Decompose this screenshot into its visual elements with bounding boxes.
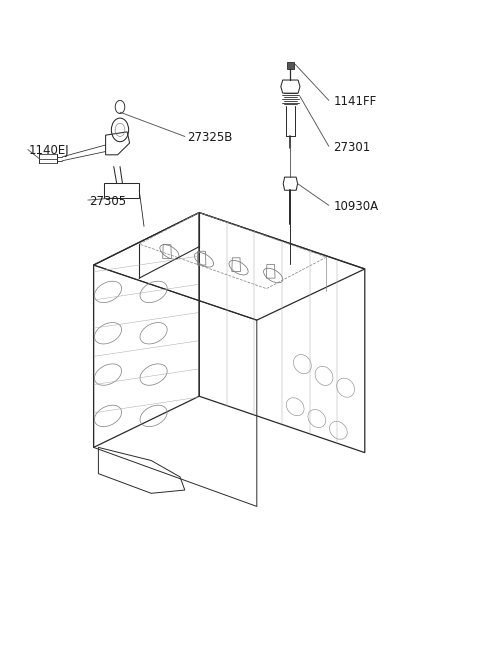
Text: 1141FF: 1141FF bbox=[334, 95, 377, 108]
Text: 27301: 27301 bbox=[334, 141, 371, 154]
Text: 27325B: 27325B bbox=[187, 131, 233, 144]
Polygon shape bbox=[287, 62, 294, 69]
Text: 1140EJ: 1140EJ bbox=[29, 144, 70, 157]
Text: 27305: 27305 bbox=[89, 195, 126, 208]
Text: 10930A: 10930A bbox=[334, 200, 379, 213]
